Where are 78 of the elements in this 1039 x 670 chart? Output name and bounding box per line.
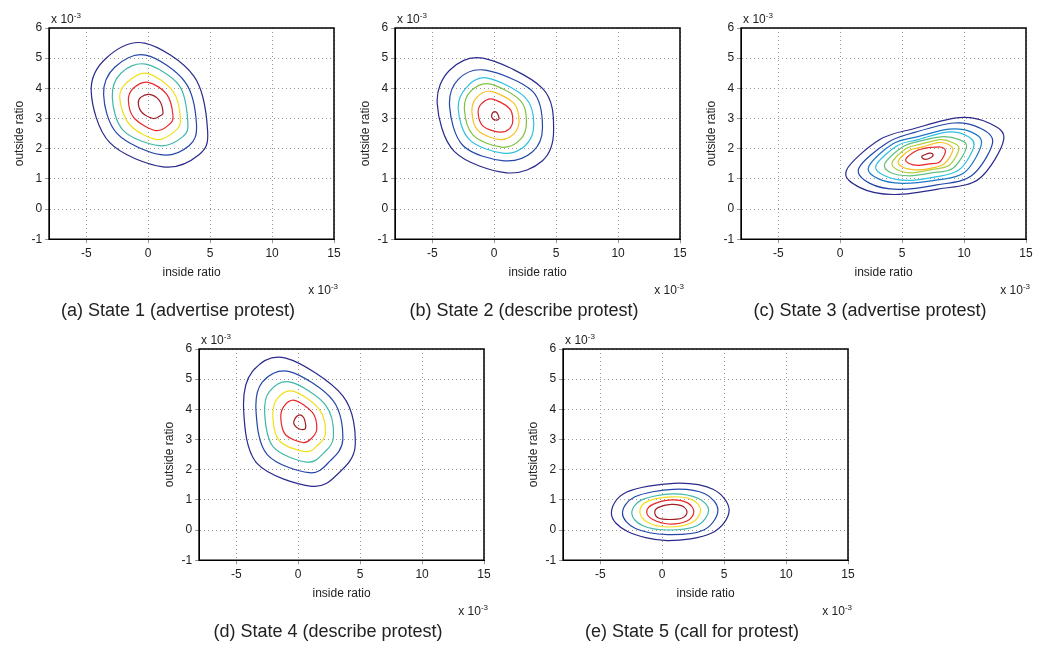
x-axis-title: inside ratio — [508, 265, 567, 280]
y-tick-label: 3 — [35, 110, 43, 125]
y-tick-label: 6 — [35, 20, 43, 35]
y-tick-label: 5 — [549, 371, 557, 386]
y-tick-label: 0 — [727, 201, 735, 216]
x-axis-title: inside ratio — [162, 265, 221, 280]
y-tick-label: -1 — [545, 552, 557, 567]
x-tick-label: 0 — [144, 245, 152, 260]
x-tick-label: 15 — [673, 245, 687, 260]
x-tick-label: -5 — [80, 245, 92, 260]
x-axis-title: inside ratio — [676, 586, 735, 601]
y-tick-label: 4 — [185, 401, 193, 416]
y-tick-label: 0 — [185, 522, 193, 537]
y-tick-label: 2 — [549, 462, 557, 476]
y-tick-label: 4 — [35, 80, 43, 95]
x-tick-label: 5 — [356, 566, 364, 581]
x-tick-label: 10 — [779, 566, 794, 581]
text: (a) State 1 (advertise protest) — [60, 300, 296, 321]
y-tick-label: 1 — [381, 171, 389, 186]
y-axis-title: outside ratio — [11, 100, 26, 167]
x-tick-label: 10 — [957, 245, 972, 260]
y-tick-label: -1 — [181, 552, 193, 567]
y-axis-title: outside ratio — [357, 100, 372, 167]
y-axis-title: outside ratio — [525, 421, 540, 488]
x-tick-label: -5 — [230, 566, 242, 581]
x-tick-label: 5 — [898, 245, 906, 260]
y-tick-label: 0 — [381, 201, 389, 216]
y-tick-label: 1 — [549, 492, 557, 507]
text: (e) State 5 (call for protest) — [584, 621, 800, 642]
y-tick-label: 2 — [727, 141, 735, 155]
x-tick-label: 0 — [294, 566, 302, 581]
y-tick-label: 6 — [727, 20, 735, 35]
text: (b) State 2 (describe protest) — [409, 300, 639, 321]
y-axis-title: outside ratio — [703, 100, 718, 167]
y-tick-label: 5 — [727, 50, 735, 65]
x-tick-label: 10 — [415, 566, 430, 581]
x-tick-label: -5 — [594, 566, 606, 581]
x-tick-label: 0 — [658, 566, 666, 581]
x-tick-label: 15 — [1019, 245, 1033, 260]
y-tick-label: 1 — [185, 492, 193, 507]
x-tick-label: 10 — [611, 245, 626, 260]
y-tick-label: 5 — [35, 50, 43, 65]
y-tick-label: 3 — [381, 110, 389, 125]
x-axis-title: inside ratio — [854, 265, 913, 280]
x-tick-label: 5 — [206, 245, 214, 260]
y-axis-title: outside ratio — [161, 421, 176, 488]
y-tick-label: 2 — [381, 141, 389, 155]
y-tick-label: 6 — [381, 20, 389, 35]
y-tick-label: 1 — [35, 171, 43, 186]
y-tick-label: 2 — [185, 462, 193, 476]
text: (d) State 4 (describe protest) — [213, 621, 443, 642]
y-tick-label: 4 — [549, 401, 557, 416]
x-tick-label: 15 — [841, 566, 855, 581]
y-tick-label: -1 — [31, 231, 43, 246]
y-tick-label: 4 — [727, 80, 735, 95]
text: (c) State 3 (advertise protest) — [753, 300, 987, 321]
x-tick-label: 15 — [327, 245, 341, 260]
x-tick-label: 0 — [490, 245, 498, 260]
x-tick-label: 15 — [477, 566, 491, 581]
y-tick-label: 6 — [185, 341, 193, 356]
y-tick-label: 3 — [727, 110, 735, 125]
y-tick-label: -1 — [377, 231, 389, 246]
x-axis-title: inside ratio — [312, 586, 371, 601]
y-tick-label: 6 — [549, 341, 557, 356]
y-tick-label: 2 — [35, 141, 43, 155]
x-tick-label: -5 — [772, 245, 784, 260]
x-tick-label: -5 — [426, 245, 438, 260]
x-tick-label: 10 — [265, 245, 280, 260]
y-tick-label: 3 — [549, 431, 557, 446]
y-tick-label: 5 — [381, 50, 389, 65]
y-tick-label: -1 — [723, 231, 735, 246]
y-tick-label: 0 — [35, 201, 43, 216]
y-tick-label: 5 — [185, 371, 193, 386]
x-tick-label: 0 — [836, 245, 844, 260]
y-tick-label: 0 — [549, 522, 557, 537]
y-tick-label: 4 — [381, 80, 389, 95]
y-tick-label: 3 — [185, 431, 193, 446]
y-tick-label: 1 — [727, 171, 735, 186]
